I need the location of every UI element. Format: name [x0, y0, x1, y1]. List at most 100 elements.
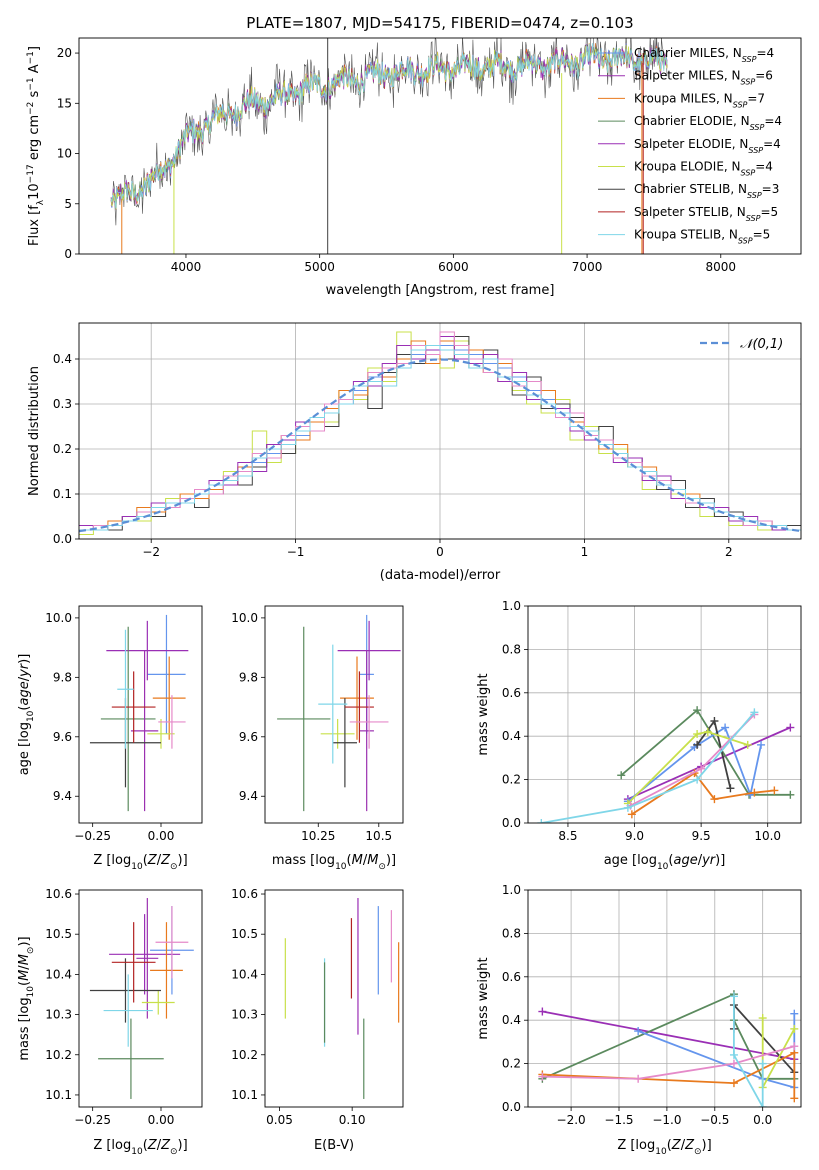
axes-frame	[78, 889, 203, 1108]
y-tick-label: 9.4	[53, 789, 72, 803]
y-tick-label: 10.2	[45, 1048, 72, 1062]
y-tick-label: 9.8	[53, 670, 72, 684]
weight-line	[620, 708, 791, 796]
y-tick-label: 0.0	[502, 1100, 521, 1114]
y-tick-label: 10.4	[231, 967, 258, 981]
x-axis-label: mass [log10(M/M⊙)]	[272, 853, 396, 872]
y-tick-label: 0.2	[53, 442, 72, 456]
axes-frame	[264, 889, 404, 1108]
x-axis-label: E(B-V)	[314, 1138, 354, 1153]
x-tick-label: −2.0	[557, 1113, 586, 1127]
panel-mass-vs-extinction: 0.05 0.10 10.1 10.2 10.3 10.4 10.5 10.6 E(B-V)	[231, 887, 404, 1153]
x-tick-label: −0.5	[700, 1113, 729, 1127]
y-tick-label: 0.6	[502, 686, 521, 700]
y-tick-label: 10.6	[45, 887, 72, 901]
plot-area	[89, 614, 189, 812]
x-axis-label: Z [log10(Z/Z⊙)]	[93, 853, 187, 872]
panel-weight-vs-metallicity: −2.0 −1.5 −1.0 −0.5 0.0 0.0 0.2 0.4 0.6 0.8 1.0 Z […	[476, 883, 802, 1157]
x-axis-label: (data-model)/error	[380, 568, 501, 583]
y-tick-label: 10.6	[231, 887, 258, 901]
x-tick-label: 10.5	[365, 829, 392, 843]
weight-line	[542, 1045, 795, 1080]
legend-label: Kroupa STELIB, NSSP=5	[634, 228, 770, 246]
y-tick-label: 10.3	[231, 1008, 258, 1022]
axes-frame	[78, 37, 802, 255]
figure-title: PLATE=1807, MJD=54175, FIBERID=0474, z=0…	[246, 14, 633, 32]
y-tick-label: 0.6	[502, 970, 521, 984]
y-tick-label: 0.8	[502, 642, 521, 656]
y-tick-label: 0.4	[502, 1013, 521, 1027]
x-tick-label: 10.0	[754, 829, 781, 843]
y-tick-label: 0.0	[502, 816, 521, 830]
legend-label: Kroupa MILES, NSSP=7	[634, 91, 765, 109]
y-tick-label: 0.2	[502, 1057, 521, 1071]
plot-area	[284, 898, 400, 1099]
y-tick-label: 10.3	[45, 1008, 72, 1022]
x-tick-label: 0	[436, 545, 444, 559]
legend-label: Salpeter MILES, NSSP=6	[634, 69, 773, 87]
y-tick-label: 9.6	[239, 730, 258, 744]
y-tick-label: 0.2	[502, 773, 521, 787]
panel-age-vs-metallicity: −0.25 0.00 9.4 9.6 9.8 10.0 Z [log10(Z/Z⊙)] age…	[17, 605, 203, 872]
y-tick-label: 0	[64, 247, 72, 261]
axes-frame	[264, 605, 404, 824]
x-tick-label: −0.25	[74, 829, 111, 843]
legend-label: Salpeter ELODIE, NSSP=4	[634, 137, 781, 155]
panel-spectrum: 4000 5000 6000 7000 8000 0 5 10 15 20 Chabrier MIL…	[26, 37, 802, 298]
x-tick-label: 2	[725, 545, 733, 559]
plot-area	[79, 331, 801, 535]
y-tick-label: 10.4	[45, 967, 72, 981]
panel-residual-histogram: −2 −1 0 1 2 0.0 0.1 0.2 0.3 0.4 𝒩(0,1) (data-model)…	[27, 322, 802, 583]
y-tick-label: 15	[57, 96, 72, 110]
x-tick-label: −2	[142, 545, 160, 559]
y-tick-label: 10.5	[231, 927, 258, 941]
y-axis-label: Flux [fλ10−17 erg cm−2 s−1 A−1]	[26, 46, 46, 246]
x-tick-label: 0.00	[148, 1113, 175, 1127]
y-tick-label: 0.0	[53, 532, 72, 546]
x-tick-label: 1	[581, 545, 589, 559]
y-tick-label: 10.0	[45, 611, 72, 625]
legend-label: Chabrier MILES, NSSP=4	[634, 46, 774, 64]
x-tick-label: −1.0	[652, 1113, 681, 1127]
legend-label: Chabrier STELIB, NSSP=3	[634, 182, 779, 200]
y-tick-label: 9.4	[239, 789, 258, 803]
x-axis-label: Z [log10(Z/Z⊙)]	[617, 1138, 711, 1157]
x-axis-label: Z [log10(Z/Z⊙)]	[93, 1138, 187, 1157]
plot-area	[537, 706, 795, 823]
y-tick-label: 1.0	[502, 883, 521, 897]
x-tick-label: 10.25	[301, 829, 335, 843]
normal-curve	[79, 358, 801, 533]
panel-mass-vs-metallicity: −0.25 0.00 10.1 10.2 10.3 10.4 10.5 10.6 Z [log1…	[17, 887, 203, 1157]
y-tick-label: 1.0	[502, 599, 521, 613]
y-axis-label: mass weight	[476, 673, 491, 755]
x-tick-label: 7000	[572, 260, 603, 274]
x-tick-label: 8000	[706, 260, 737, 274]
y-axis-label: mass weight	[476, 957, 491, 1039]
x-tick-label: −1.5	[604, 1113, 633, 1127]
x-tick-label: 8.5	[558, 829, 577, 843]
y-tick-label: 0.3	[53, 397, 72, 411]
y-tick-label: 0.4	[53, 352, 72, 366]
panel-weight-vs-age: 8.5 9.0 9.5 10.0 0.0 0.2 0.4 0.6 0.8 1.0 age [log1…	[476, 599, 802, 872]
y-tick-label: 0.1	[53, 487, 72, 501]
legend: Chabrier MILES, NSSP=4 Salpeter MILES, NS…	[598, 46, 782, 245]
y-tick-label: 10.2	[231, 1048, 258, 1062]
panel-age-vs-mass: 10.25 10.5 9.4 9.6 9.8 10.0 mass [log10(M/M⊙)]	[231, 605, 404, 872]
y-tick-label: 10	[57, 147, 72, 161]
x-tick-label: 9.0	[625, 829, 644, 843]
y-tick-label: 0.4	[502, 729, 521, 743]
y-tick-label: 5	[64, 197, 72, 211]
x-tick-label: −1	[287, 545, 305, 559]
y-tick-label: 9.8	[239, 670, 258, 684]
y-tick-label: 0.8	[502, 926, 521, 940]
y-tick-label: 20	[57, 46, 72, 60]
weight-line	[733, 996, 764, 1107]
series-line	[110, 43, 668, 209]
legend-label: Chabrier ELODIE, NSSP=4	[634, 114, 782, 132]
x-tick-label: 0.0	[753, 1113, 772, 1127]
axes-frame	[527, 889, 802, 1108]
x-tick-label: 0.05	[266, 1113, 293, 1127]
